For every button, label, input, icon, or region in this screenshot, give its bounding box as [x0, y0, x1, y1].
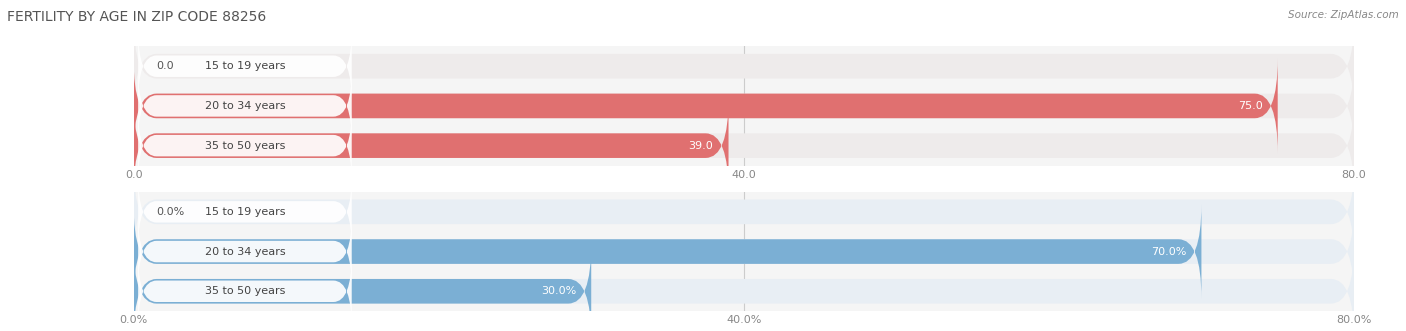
Text: 15 to 19 years: 15 to 19 years: [205, 207, 285, 217]
Text: 20 to 34 years: 20 to 34 years: [205, 101, 285, 111]
Text: 20 to 34 years: 20 to 34 years: [205, 247, 285, 257]
FancyBboxPatch shape: [134, 98, 1354, 193]
FancyBboxPatch shape: [134, 98, 728, 193]
FancyBboxPatch shape: [138, 254, 352, 328]
Text: 15 to 19 years: 15 to 19 years: [205, 61, 285, 71]
FancyBboxPatch shape: [138, 29, 352, 103]
FancyBboxPatch shape: [138, 69, 352, 143]
Text: FERTILITY BY AGE IN ZIP CODE 88256: FERTILITY BY AGE IN ZIP CODE 88256: [7, 10, 266, 24]
FancyBboxPatch shape: [134, 165, 1354, 259]
Text: Source: ZipAtlas.com: Source: ZipAtlas.com: [1288, 10, 1399, 20]
FancyBboxPatch shape: [134, 59, 1278, 153]
Text: 75.0: 75.0: [1237, 101, 1263, 111]
Text: 35 to 50 years: 35 to 50 years: [205, 141, 285, 151]
FancyBboxPatch shape: [134, 204, 1354, 299]
Text: 0.0%: 0.0%: [156, 207, 184, 217]
FancyBboxPatch shape: [138, 175, 352, 249]
FancyBboxPatch shape: [138, 214, 352, 289]
FancyBboxPatch shape: [134, 244, 1354, 331]
Text: 0.0: 0.0: [156, 61, 174, 71]
FancyBboxPatch shape: [134, 244, 592, 331]
FancyBboxPatch shape: [138, 109, 352, 183]
Text: 30.0%: 30.0%: [541, 286, 576, 296]
Text: 35 to 50 years: 35 to 50 years: [205, 286, 285, 296]
Text: 39.0: 39.0: [689, 141, 713, 151]
FancyBboxPatch shape: [134, 19, 1354, 114]
Text: 70.0%: 70.0%: [1150, 247, 1187, 257]
FancyBboxPatch shape: [134, 204, 1202, 299]
FancyBboxPatch shape: [134, 59, 1354, 153]
